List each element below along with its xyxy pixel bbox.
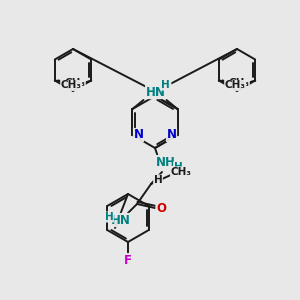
Text: CH₃: CH₃: [225, 80, 246, 91]
Text: HN: HN: [111, 214, 131, 226]
Text: CH₃: CH₃: [170, 167, 191, 177]
Text: HN: HN: [147, 85, 166, 98]
Text: H: H: [174, 162, 182, 172]
Text: N: N: [150, 85, 160, 98]
Text: NH: NH: [156, 155, 176, 169]
Text: H: H: [161, 80, 170, 90]
Text: CH₃: CH₃: [228, 77, 249, 88]
Text: N: N: [167, 128, 176, 142]
Text: CH₃: CH₃: [64, 77, 85, 88]
Text: HN: HN: [146, 85, 165, 98]
Text: O: O: [156, 202, 166, 214]
Text: CH₃: CH₃: [61, 80, 82, 91]
Text: H: H: [105, 212, 113, 222]
Text: F: F: [124, 254, 132, 266]
Text: H: H: [154, 175, 162, 185]
Text: N: N: [134, 128, 143, 142]
Text: H: H: [162, 80, 171, 90]
